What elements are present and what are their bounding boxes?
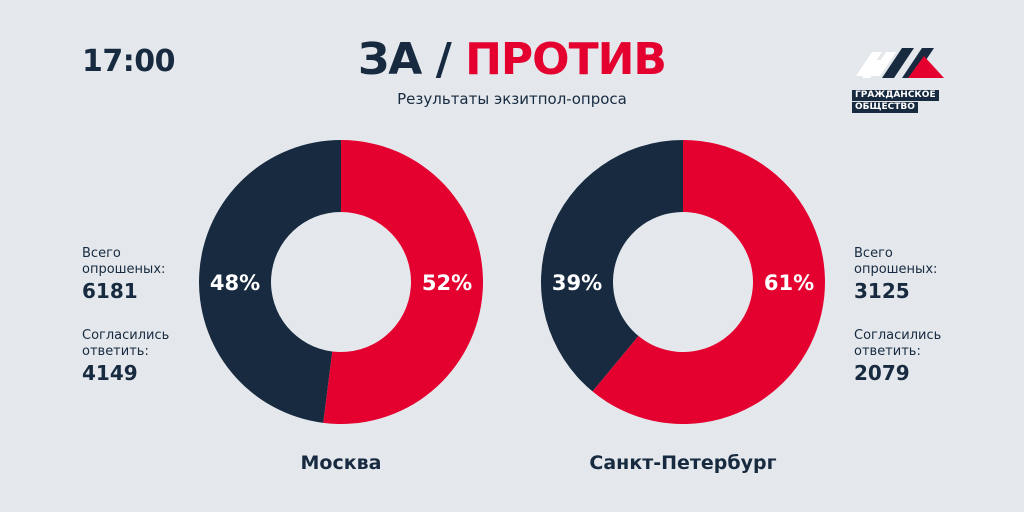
spb-total-label-1: Всего: [854, 246, 893, 261]
moscow-total-label-1: Всего: [82, 246, 121, 261]
logo-line-1: ГРАЖДАНСКОЕ: [852, 90, 939, 101]
page-title: ЗА / ПРОТИВ: [0, 34, 1024, 85]
title-za: ЗА: [358, 34, 422, 85]
moscow-agreed-label-2: ответить:: [82, 344, 149, 359]
spb-chart-title: Санкт-Петербург: [589, 452, 777, 474]
moscow-total-label-2: опрошеных:: [82, 262, 166, 277]
moscow-slice-protiv: [323, 140, 483, 424]
moscow-slice-label-za: 48%: [210, 271, 260, 295]
civil-society-logo-icon: [856, 48, 944, 78]
spb-slice-label-za: 39%: [552, 271, 602, 295]
moscow-donut-chart: 52% 48%: [199, 140, 483, 424]
title-protiv: ПРОТИВ: [465, 34, 667, 85]
spb-total-value: 3125: [854, 279, 910, 303]
moscow-slice-za: [199, 140, 341, 423]
moscow-slice-label-protiv: 52%: [422, 271, 472, 295]
spb-agreed-label-1: Согласились: [854, 328, 942, 343]
page-subtitle: Результаты экзитпол-опроса: [397, 90, 627, 108]
moscow-stats: Всего опрошеных: 6181 Согласились ответи…: [82, 246, 169, 410]
moscow-total-value: 6181: [82, 279, 138, 303]
logo-text: ГРАЖДАНСКОЕ ОБЩЕСТВО: [852, 90, 939, 114]
title-slash: /: [435, 34, 452, 85]
spb-agreed-value: 2079: [854, 361, 910, 385]
spb-stats: Всего опрошеных: 3125 Согласились ответи…: [854, 246, 941, 410]
brand-logo: ГРАЖДАНСКОЕ ОБЩЕСТВО: [852, 38, 944, 118]
time-label: 17:00: [82, 44, 176, 79]
moscow-agreed-label-1: Согласились: [82, 328, 170, 343]
spb-slice-label-protiv: 61%: [764, 271, 814, 295]
spb-agreed-label-2: ответить:: [854, 344, 921, 359]
spb-total-label-2: опрошеных:: [854, 262, 938, 277]
spb-slice-protiv: [592, 140, 825, 424]
moscow-chart-title: Москва: [300, 452, 382, 474]
spb-donut-chart: 61% 39%: [541, 140, 825, 424]
logo-line-2: ОБЩЕСТВО: [852, 102, 918, 113]
spb-slice-za: [541, 140, 683, 392]
moscow-agreed-value: 4149: [82, 361, 138, 385]
